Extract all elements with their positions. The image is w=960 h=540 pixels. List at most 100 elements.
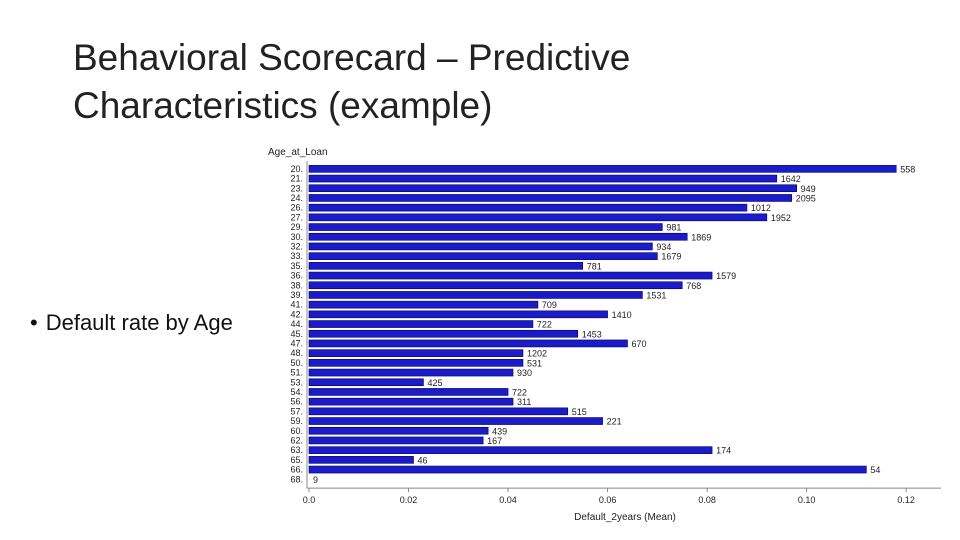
x-axis-label: Default_2years (Mean) — [574, 512, 676, 523]
bar — [308, 165, 897, 173]
bar — [308, 194, 793, 202]
bar-count-label: 1869 — [691, 232, 711, 242]
y-tick-label: 32. — [290, 241, 303, 251]
bar-count-label: 1531 — [646, 290, 666, 300]
bar-count-label: 46 — [418, 455, 428, 465]
bar-count-label: 439 — [492, 426, 507, 436]
bar — [308, 407, 569, 416]
y-tick-label: 56. — [290, 397, 303, 407]
bar-count-label: 930 — [517, 368, 532, 378]
bar-chart: Age_at_Loan Default_2years (Mean) 20. 558… — [255, 140, 945, 530]
bullet-marker: • — [30, 310, 38, 335]
y-tick-label: 65. — [290, 455, 303, 465]
y-tick-label: 45. — [290, 329, 303, 339]
bar — [308, 446, 713, 454]
bar — [308, 436, 484, 445]
bar — [308, 397, 514, 406]
bullet-text: Default rate by Age — [45, 310, 233, 335]
bar-count-label: 1679 — [661, 252, 681, 262]
bar-count-label: 981 — [666, 223, 681, 233]
bar-count-label: 2095 — [796, 193, 816, 203]
y-tick-label: 54. — [290, 387, 303, 397]
y-tick-label: 48. — [290, 348, 303, 358]
bar-count-label: 558 — [900, 164, 915, 174]
bar — [308, 184, 797, 193]
bar-count-label: 221 — [607, 417, 622, 427]
bar-count-label: 531 — [527, 358, 542, 368]
bar — [308, 388, 509, 396]
bar — [308, 252, 658, 260]
bar-count-label: 174 — [716, 446, 731, 456]
bar-count-label: 1642 — [781, 174, 801, 184]
bar — [308, 174, 778, 183]
bar — [308, 262, 584, 270]
y-tick-label: 21. — [290, 174, 303, 184]
y-tick-label: 53. — [290, 377, 303, 387]
bar — [308, 417, 603, 425]
bar — [308, 378, 424, 387]
x-tick-label: 0.12 — [897, 495, 915, 505]
y-axis-label: Age_at_Loan — [268, 147, 328, 158]
bar-count-label: 515 — [572, 407, 587, 417]
bar-count-label: 934 — [656, 242, 671, 252]
y-tick-label: 20. — [290, 164, 303, 174]
y-tick-label: 38. — [290, 280, 303, 290]
y-tick-label: 27. — [290, 212, 303, 222]
chart-svg: Age_at_Loan Default_2years (Mean) 20. 558… — [268, 147, 941, 523]
y-tick-label: 36. — [290, 271, 303, 281]
bar-count-label: 1952 — [771, 213, 791, 223]
y-tick-label: 59. — [290, 416, 303, 426]
y-tick-label: 50. — [290, 358, 303, 368]
bar — [308, 329, 579, 338]
bar — [308, 368, 514, 377]
y-tick-label: 60. — [290, 426, 303, 436]
bar — [308, 310, 608, 319]
bar-count-label: 9 — [313, 475, 318, 485]
bar-count-label: 1410 — [612, 310, 632, 320]
bar-count-label: 1012 — [751, 203, 771, 213]
bar — [308, 339, 628, 348]
bar-count-label: 670 — [631, 339, 646, 349]
bullet-item: • Default rate by Age — [30, 310, 233, 336]
y-tick-label: 66. — [290, 465, 303, 475]
y-tick-label: 51. — [290, 368, 303, 378]
bar-count-label: 54 — [870, 465, 880, 475]
bar-count-label: 722 — [512, 387, 527, 397]
y-tick-label: 24. — [290, 193, 303, 203]
bar-count-label: 768 — [686, 281, 701, 291]
bar-count-label: 709 — [542, 300, 557, 310]
bar — [308, 232, 688, 241]
y-tick-label: 68. — [290, 474, 303, 484]
bar-count-label: 1453 — [582, 329, 602, 339]
bar — [308, 465, 867, 474]
bar-count-label: 425 — [427, 378, 442, 388]
slide-title: Behavioral Scorecard – Predictive Charac… — [73, 37, 631, 126]
y-tick-label: 26. — [290, 203, 303, 213]
y-tick-label: 35. — [290, 261, 303, 271]
bar — [308, 349, 524, 357]
bar — [308, 300, 539, 309]
bar — [308, 271, 713, 280]
x-tick-label: 0.10 — [798, 495, 816, 505]
bar-count-label: 1579 — [716, 271, 736, 281]
bar — [308, 242, 653, 251]
x-tick-label: 0.06 — [599, 495, 617, 505]
bar — [308, 320, 534, 328]
y-tick-label: 42. — [290, 309, 303, 319]
bar-count-label: 949 — [801, 184, 816, 194]
y-tick-label: 41. — [290, 300, 303, 310]
x-tick-label: 0.0 — [303, 495, 316, 505]
y-tick-label: 62. — [290, 435, 303, 445]
bar — [308, 281, 683, 290]
y-tick-label: 39. — [290, 290, 303, 300]
y-tick-label: 47. — [290, 338, 303, 348]
bar — [308, 426, 489, 435]
y-tick-label: 29. — [290, 222, 303, 232]
bar — [308, 203, 748, 212]
x-tick-label: 0.02 — [400, 495, 418, 505]
x-tick-label: 0.04 — [499, 495, 517, 505]
y-tick-label: 44. — [290, 319, 303, 329]
bar — [308, 456, 414, 464]
bar — [308, 291, 643, 299]
y-tick-label: 57. — [290, 406, 303, 416]
